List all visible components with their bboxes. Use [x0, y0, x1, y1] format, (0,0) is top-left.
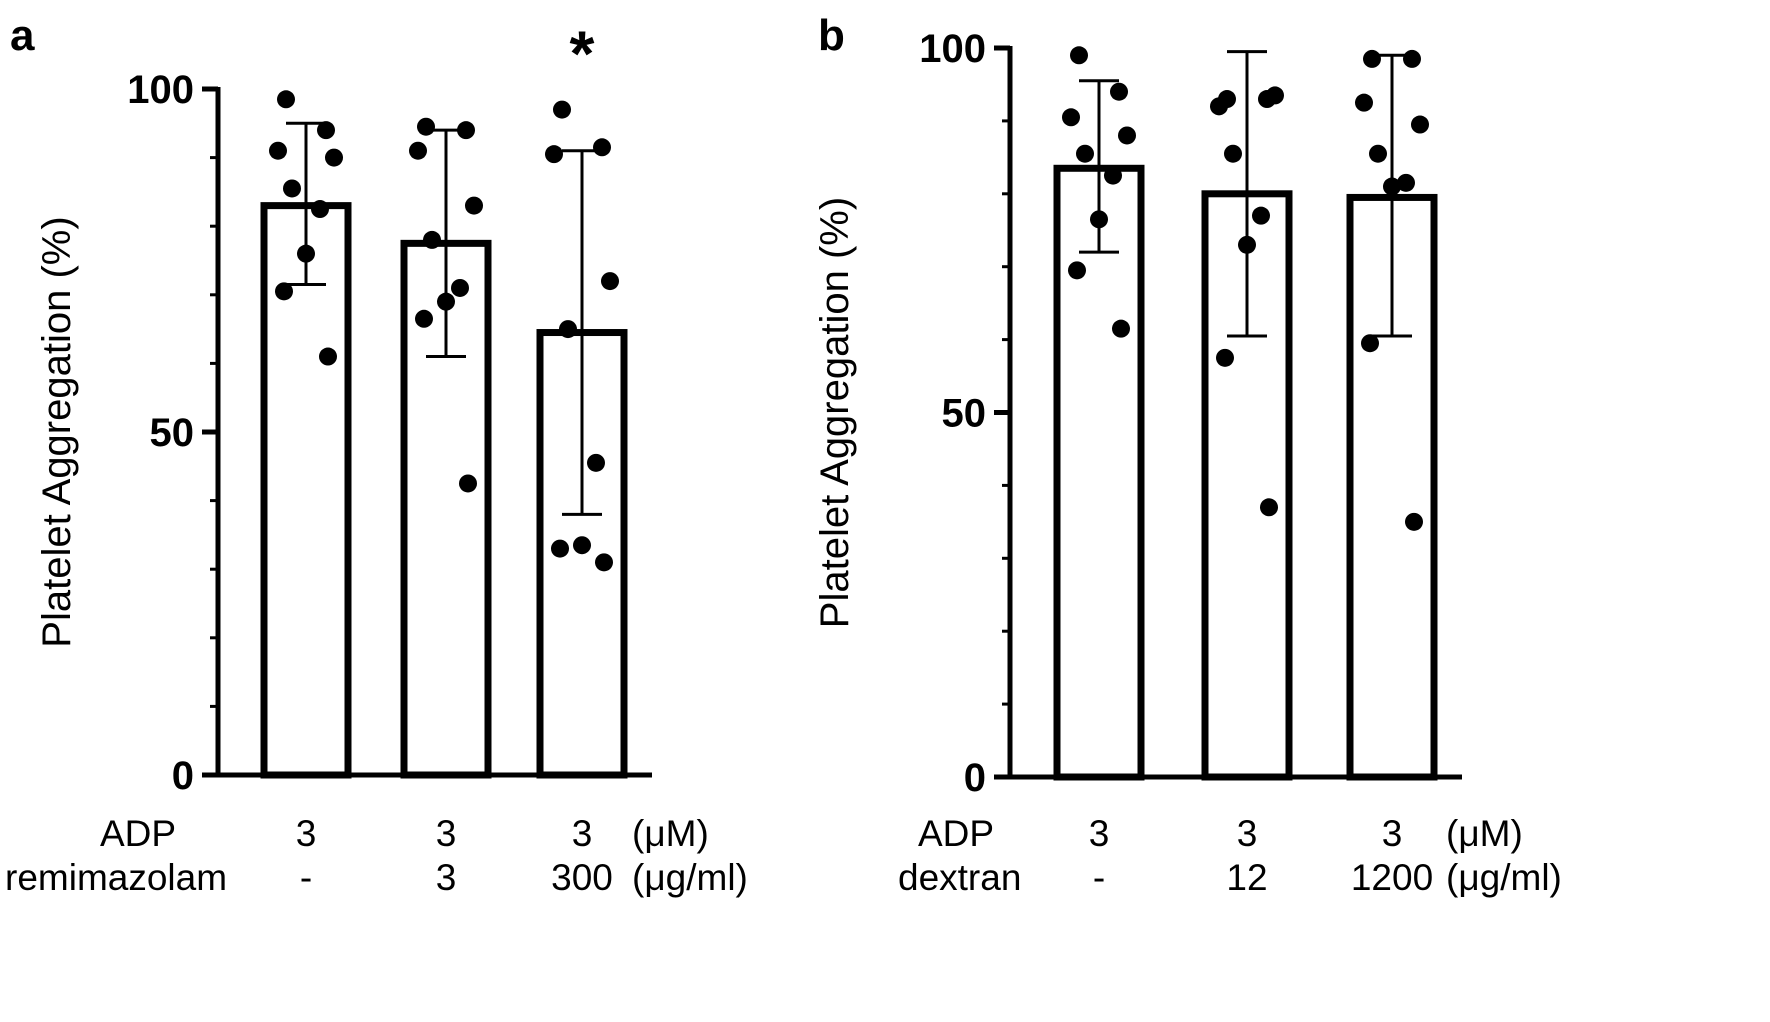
data-point [451, 278, 469, 297]
data-point [1260, 498, 1278, 517]
y-tick-label: 50 [150, 411, 195, 455]
panel-letter: b [818, 11, 845, 60]
data-point [1266, 86, 1284, 105]
data-point [1238, 235, 1256, 254]
data-point [1104, 166, 1122, 185]
data-point [1210, 97, 1228, 116]
condition-label: ADP [100, 813, 176, 854]
data-point [1363, 49, 1381, 68]
data-point [1252, 206, 1270, 225]
data-point [1397, 173, 1415, 192]
significance-marker: * [570, 18, 595, 90]
data-point [417, 117, 435, 136]
data-point [409, 141, 427, 160]
bar [260, 202, 352, 779]
data-point [601, 272, 619, 291]
data-point [283, 179, 301, 198]
data-point [317, 121, 335, 140]
data-point [1361, 334, 1379, 353]
data-point [423, 230, 441, 249]
data-point [1355, 93, 1373, 112]
condition-unit: (μg/ml) [632, 857, 748, 898]
condition-label: ADP [918, 813, 994, 854]
data-point [1411, 115, 1429, 134]
panel-letter: a [10, 11, 35, 60]
data-point [1224, 144, 1242, 163]
bar [1053, 164, 1145, 781]
condition-label: remimazolam [5, 857, 227, 898]
condition-value: 3 [1237, 813, 1258, 854]
condition-value: 3 [296, 813, 317, 854]
data-point [573, 536, 591, 555]
data-point [275, 282, 293, 301]
condition-value: 3 [436, 813, 457, 854]
data-point [415, 309, 433, 328]
data-point [437, 292, 455, 311]
data-point [311, 200, 329, 219]
data-point [551, 539, 569, 558]
condition-label: dextran [898, 857, 1021, 898]
data-point [1062, 108, 1080, 127]
data-point [1216, 348, 1234, 367]
y-tick-label: 50 [942, 392, 987, 436]
data-point [593, 138, 611, 157]
condition-value: 12 [1226, 857, 1267, 898]
data-point [277, 90, 295, 109]
condition-unit: (μM) [632, 813, 709, 854]
data-point [269, 141, 287, 160]
condition-value: 3 [436, 857, 457, 898]
condition-unit: (μg/ml) [1446, 857, 1562, 898]
y-axis-title: Platelet Aggregation (%) [35, 216, 79, 647]
data-point [465, 196, 483, 215]
data-point [1076, 144, 1094, 163]
data-point [559, 320, 577, 339]
data-point [1369, 144, 1387, 163]
data-point [1405, 512, 1423, 531]
data-point [457, 121, 475, 140]
data-point [553, 100, 571, 119]
condition-value: 3 [572, 813, 593, 854]
data-point [1110, 82, 1128, 101]
data-point [459, 474, 477, 493]
condition-value: - [1093, 857, 1105, 898]
data-point [1070, 46, 1088, 65]
data-point [545, 145, 563, 164]
y-tick-label: 100 [127, 68, 194, 112]
condition-value: 1200 [1351, 857, 1433, 898]
data-point [595, 553, 613, 572]
y-tick-label: 100 [919, 27, 986, 71]
y-tick-label: 0 [172, 754, 194, 798]
condition-value: - [300, 857, 312, 898]
condition-value: 3 [1089, 813, 1110, 854]
data-point [319, 347, 337, 366]
data-point [1090, 210, 1108, 229]
data-point [1403, 49, 1421, 68]
condition-value: 300 [551, 857, 613, 898]
data-point [587, 453, 605, 472]
y-axis-title: Platelet Aggregation (%) [813, 197, 857, 628]
y-tick-label: 0 [964, 756, 986, 800]
condition-unit: (μM) [1446, 813, 1523, 854]
data-point [1118, 126, 1136, 145]
data-point [297, 244, 315, 263]
data-point [325, 148, 343, 167]
data-point [1068, 261, 1086, 280]
data-point [1112, 319, 1130, 338]
data-point [1383, 177, 1401, 196]
condition-value: 3 [1382, 813, 1403, 854]
